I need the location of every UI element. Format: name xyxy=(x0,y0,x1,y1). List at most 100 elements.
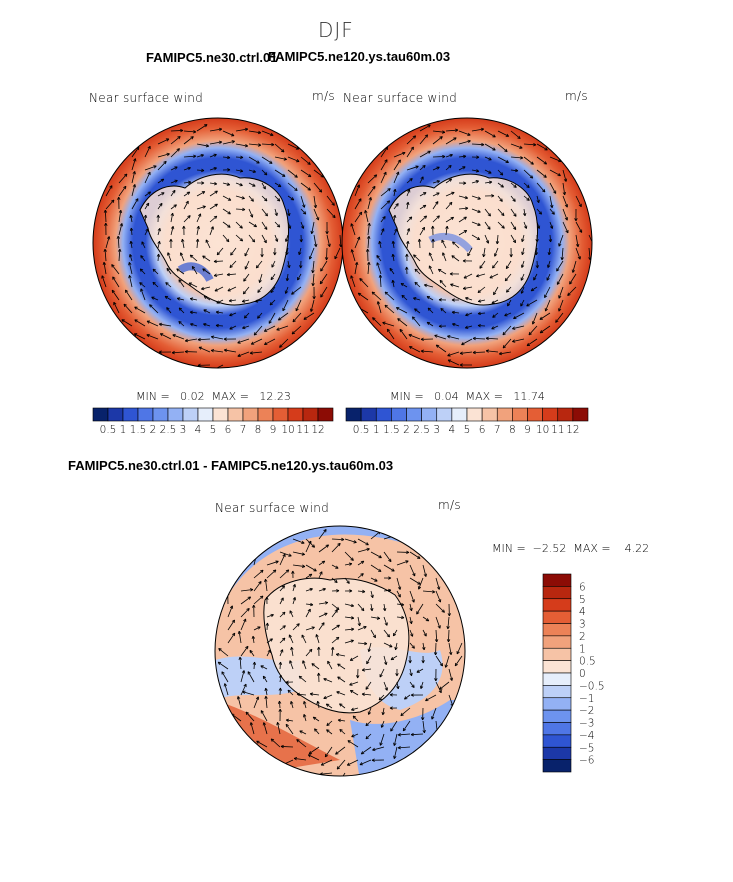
wind-vector-head xyxy=(370,607,374,612)
wind-vector xyxy=(367,174,378,184)
wind-vector-head xyxy=(285,277,290,282)
wind-vector xyxy=(523,169,534,179)
wind-vector-head xyxy=(515,168,519,173)
wind-vector xyxy=(331,538,345,540)
wind-vector-head xyxy=(284,238,289,242)
wind-vector-head xyxy=(392,214,397,219)
wind-vector-head xyxy=(431,238,435,242)
wind-vector xyxy=(510,221,517,230)
wind-vector xyxy=(338,772,346,776)
wind-vector xyxy=(285,234,289,242)
colorbar-tick-label: 9 xyxy=(524,424,531,436)
wind-vector-head xyxy=(187,180,192,185)
wind-vector xyxy=(291,286,302,295)
panel2-wind-vectors xyxy=(350,124,592,367)
wind-vector-head xyxy=(216,300,220,304)
wind-vector-head xyxy=(512,339,516,343)
wind-vector-head xyxy=(185,200,189,205)
wind-vector xyxy=(425,694,437,702)
wind-vector xyxy=(309,247,315,260)
wind-vector-head xyxy=(271,142,275,147)
wind-vector-head xyxy=(318,189,323,193)
wind-vector xyxy=(420,681,424,689)
wind-vector-head xyxy=(314,243,318,248)
wind-vector-head xyxy=(341,537,345,542)
wind-vector xyxy=(410,733,424,736)
colorbar-tick-label: 0.5 xyxy=(100,424,117,436)
wind-vector-head xyxy=(477,299,482,303)
wind-vector xyxy=(458,166,466,171)
wind-vector-head xyxy=(270,276,274,281)
wind-vector-head xyxy=(425,618,430,622)
wind-vector-head xyxy=(432,590,436,594)
wind-vector xyxy=(366,655,372,665)
wind-vector xyxy=(337,676,346,683)
wind-vector-head xyxy=(357,622,361,627)
wind-vector xyxy=(558,286,564,299)
wind-vector xyxy=(334,247,341,260)
wind-vector-head xyxy=(417,581,421,585)
wind-vector xyxy=(144,171,151,184)
wind-vector-head xyxy=(502,345,507,349)
wind-vector xyxy=(224,683,229,696)
wind-vector xyxy=(536,208,542,215)
wind-vector xyxy=(196,191,206,197)
wind-vector-head xyxy=(416,611,420,615)
wind-vector-head xyxy=(491,194,495,198)
wind-vector xyxy=(183,215,191,223)
wind-vector xyxy=(406,146,414,158)
wind-vector-head xyxy=(239,238,244,242)
wind-vector-head xyxy=(438,689,442,694)
wind-vector xyxy=(289,660,294,670)
wind-vector xyxy=(214,286,224,292)
wind-vector-head xyxy=(276,198,281,202)
wind-vector xyxy=(419,134,428,145)
wind-vector-head xyxy=(362,589,366,594)
wind-vector xyxy=(452,311,460,314)
wind-vector xyxy=(357,548,370,553)
wind-vector-head xyxy=(112,276,116,280)
panel3-variable-label: Near surface wind xyxy=(215,501,330,515)
wind-vector-head xyxy=(381,711,385,716)
wind-vector-head xyxy=(315,634,319,638)
wind-vector-head xyxy=(272,569,277,573)
wind-vector xyxy=(406,202,409,210)
colorbar-tick-label: −4 xyxy=(579,730,594,742)
wind-vector-head xyxy=(526,184,530,189)
wind-vector-head xyxy=(371,291,376,295)
wind-vector-head xyxy=(278,661,283,665)
wind-vector-head xyxy=(104,222,108,226)
wind-vector-head xyxy=(309,692,314,696)
wind-vector xyxy=(165,282,172,288)
wind-vector-head xyxy=(285,569,290,573)
wind-vector xyxy=(170,213,174,223)
wind-vector-head xyxy=(360,607,365,612)
wind-vector-head xyxy=(334,255,338,260)
wind-vector-head xyxy=(544,308,548,312)
wind-vector xyxy=(350,223,356,236)
wind-vector xyxy=(372,746,385,751)
wind-vector xyxy=(389,268,395,275)
wind-vector-head xyxy=(307,754,312,758)
wind-vector xyxy=(180,252,185,262)
wind-vector xyxy=(532,312,538,325)
wind-vector xyxy=(299,730,307,735)
wind-vector-head xyxy=(428,252,432,256)
panel1-coastline xyxy=(139,173,289,306)
wind-vector-head xyxy=(456,650,460,655)
colorbar-swatch xyxy=(512,407,528,422)
wind-vector-head xyxy=(544,294,548,299)
wind-vector xyxy=(249,650,255,657)
wind-vector-head xyxy=(512,198,516,202)
wind-vector xyxy=(448,668,453,681)
wind-vector-head xyxy=(547,264,551,268)
wind-vector xyxy=(237,338,250,344)
colorbar-tick-label: 1 xyxy=(579,643,586,655)
wind-vector-head xyxy=(350,616,355,620)
wind-vector xyxy=(562,195,568,208)
wind-vector-head xyxy=(467,252,471,257)
difference-title: FAMIPC5.ne30.ctrl.01 - FAMIPC5.ne120.ys.… xyxy=(68,458,394,473)
wind-vector-head xyxy=(529,175,534,179)
wind-vector-head xyxy=(535,239,539,243)
wind-vector xyxy=(134,333,146,340)
